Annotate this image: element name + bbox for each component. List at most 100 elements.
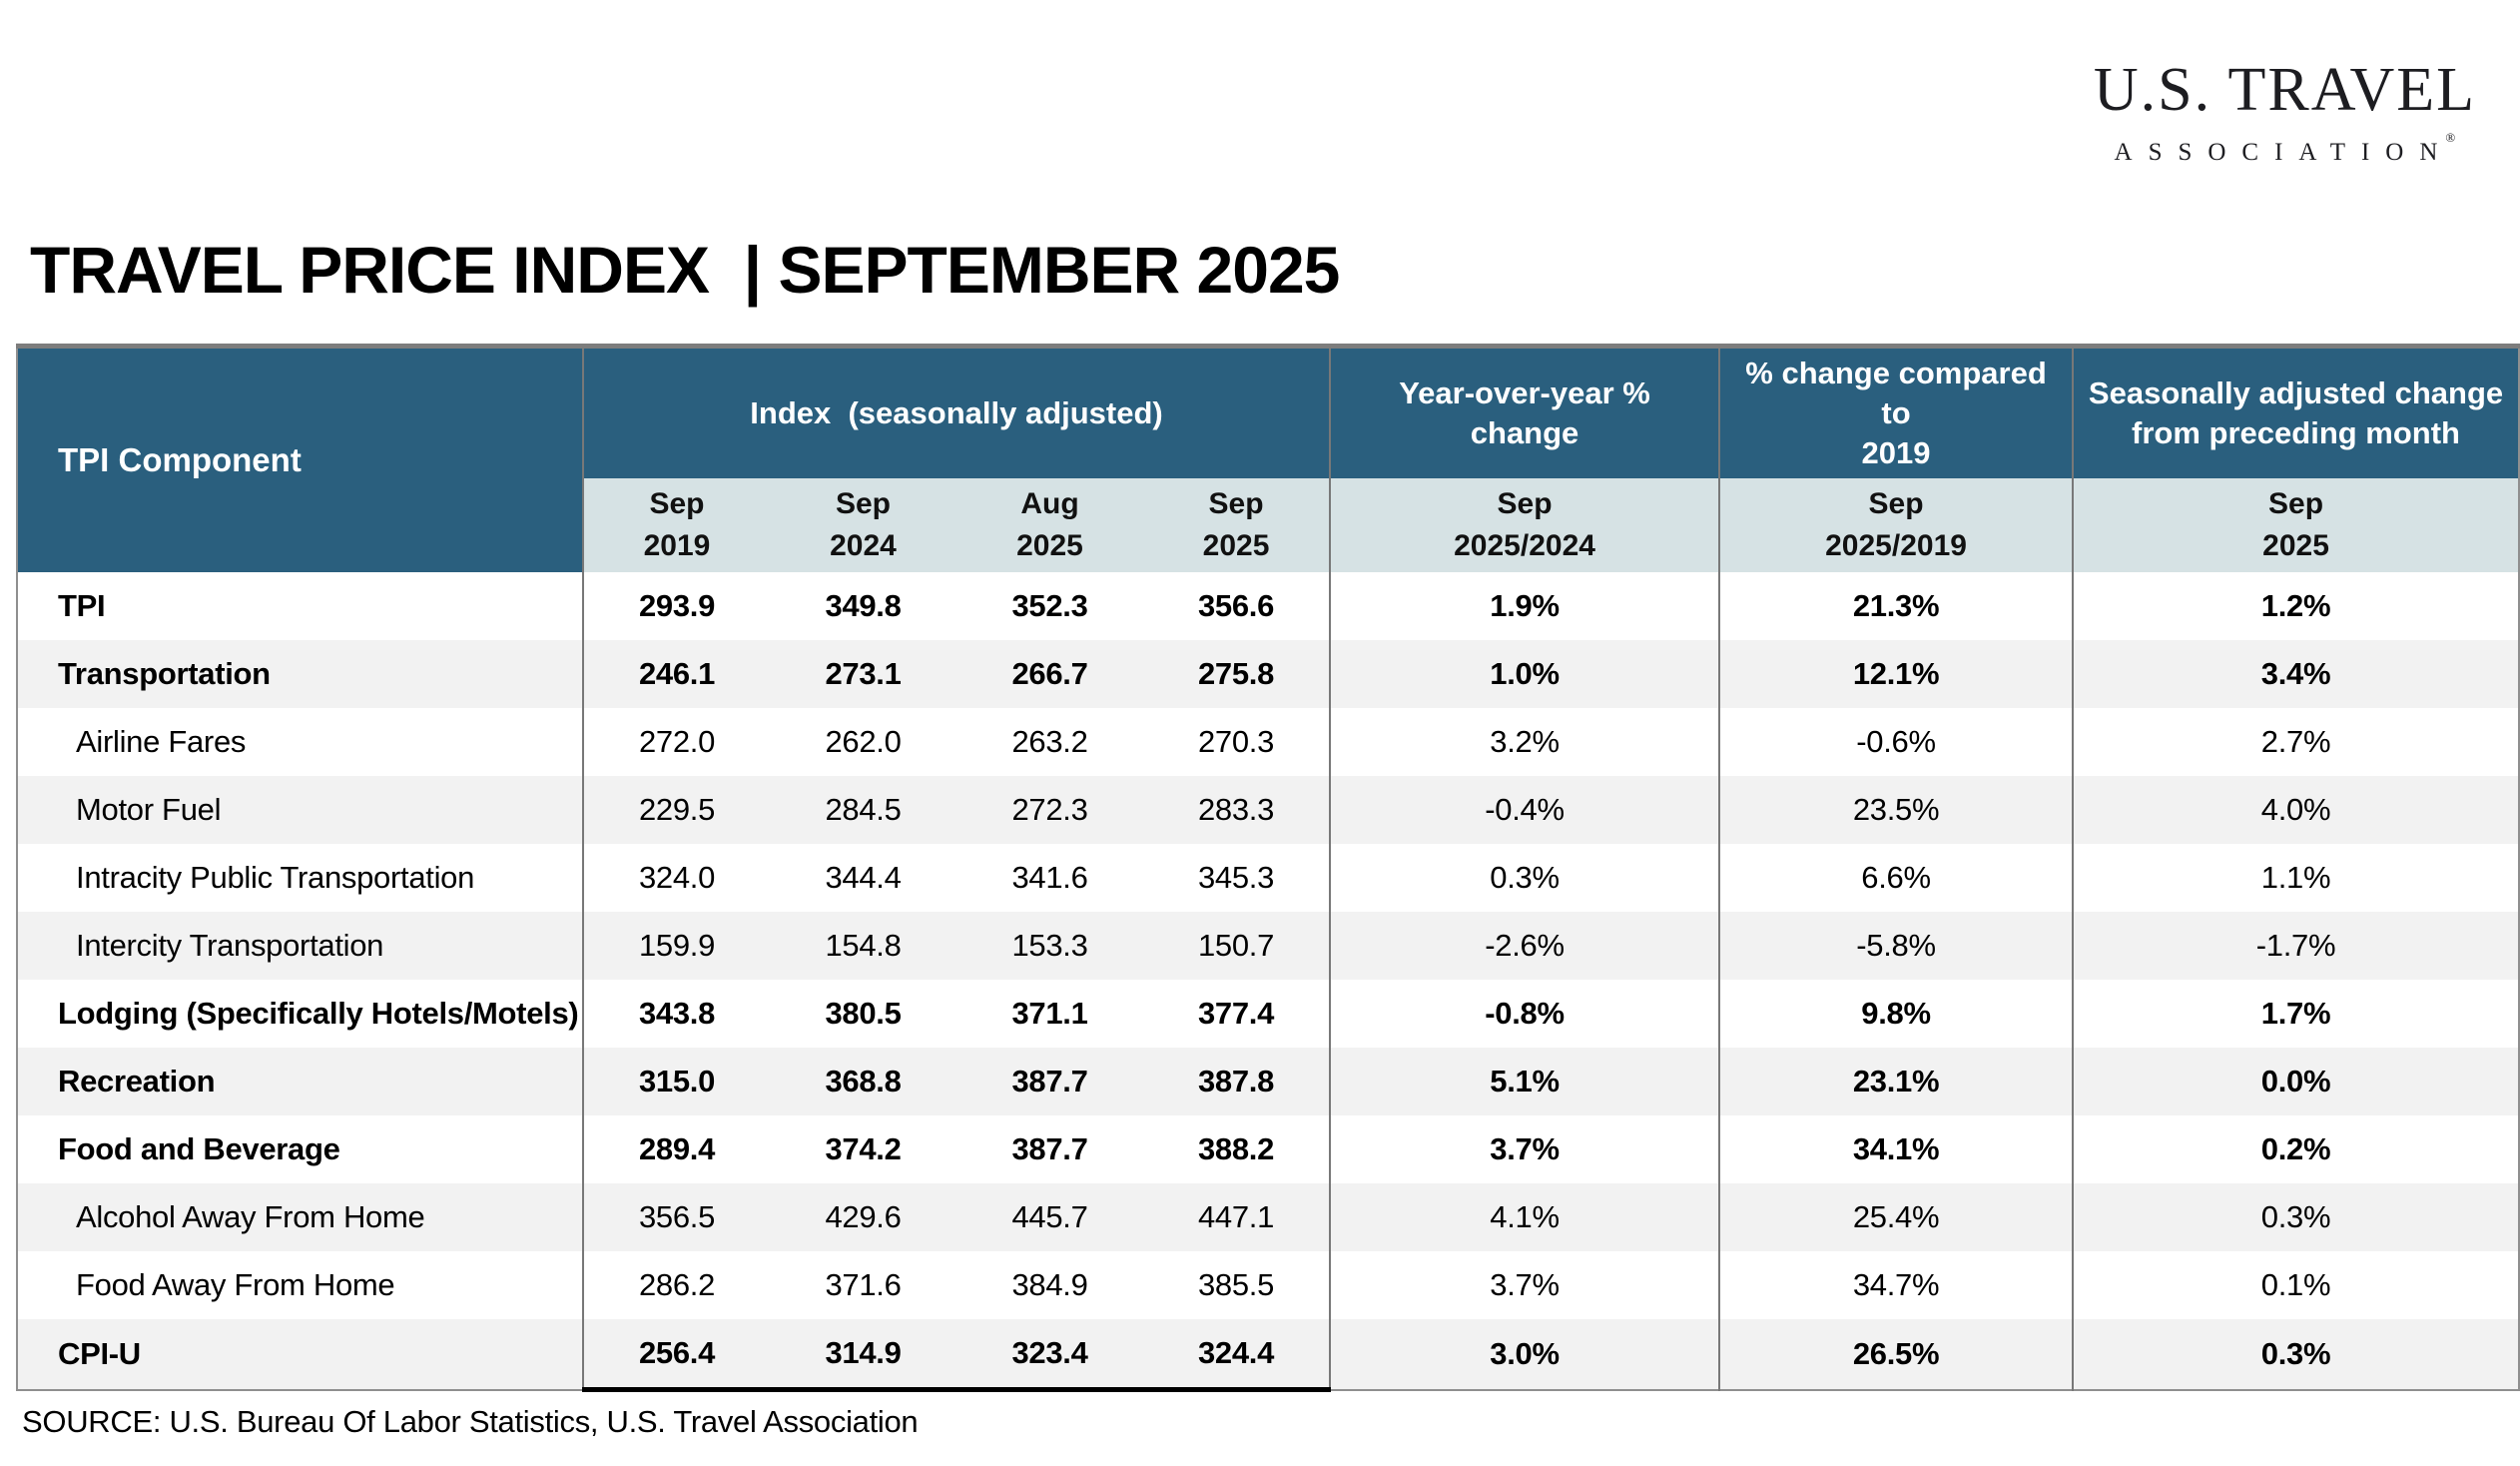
table-row: Recreation 315.0 368.8 387.7 387.8 5.1% 23.1% 0… bbox=[17, 1048, 2520, 1115]
table-row: Motor Fuel 229.5 284.5 272.3 283.3 -0.4% 23.5%… bbox=[17, 776, 2520, 844]
column-subheader: Sep 2025/2024 bbox=[1330, 478, 1721, 572]
cell-value: 262.0 bbox=[825, 724, 902, 759]
cell-value: 0.2% bbox=[2260, 1131, 2331, 1166]
cell-value: 4.1% bbox=[1330, 1183, 1721, 1251]
column-group-header: Year-over-year % change bbox=[1330, 346, 1721, 478]
column-subheader: Sep 2025/2019 bbox=[1719, 478, 2075, 572]
cell-value: 374.2 bbox=[825, 1131, 902, 1166]
cell-value: 371.6 bbox=[825, 1267, 902, 1302]
column-subheader-line: 2025 bbox=[2262, 529, 2329, 562]
tpi-table: TPI Component Index (seasonally adjusted)… bbox=[16, 344, 2520, 1392]
table-row: Food and Beverage 289.4 374.2 387.7 388.2 3.7… bbox=[17, 1115, 2519, 1183]
cell-value: 266.7 bbox=[1011, 656, 1088, 691]
cell-value: 349.8 bbox=[825, 588, 902, 623]
cell-value: 384.9 bbox=[1011, 1267, 1088, 1302]
table-row: Intercity Transportation 159.9 154.8 153.3 1… bbox=[17, 912, 2520, 980]
us-travel-association-logo: U.S. TRAVEL ASSOCIATION® bbox=[2094, 58, 2476, 167]
cell-value: 3.7% bbox=[1330, 1251, 1721, 1319]
cell-value: 1.0% bbox=[1330, 640, 1721, 708]
cell-value: 315.0 bbox=[638, 1064, 716, 1099]
cell-value: 0.1% bbox=[2260, 1267, 2331, 1302]
column-subheader-line: Sep bbox=[649, 487, 705, 520]
cell-value: 12.1% bbox=[1719, 640, 2075, 708]
column-group-header: Seasonally adjusted change from precedin… bbox=[2073, 346, 2520, 478]
column-header-tpi-component: TPI Component bbox=[17, 346, 584, 572]
column-group-label: Year-over-year % change bbox=[1399, 375, 1659, 450]
cell-value: 286.2 bbox=[638, 1267, 716, 1302]
column-subheader: Sep 2024 bbox=[770, 478, 956, 572]
header-group-row: TPI Component Index (seasonally adjusted)… bbox=[17, 346, 2520, 572]
column-subheader-line: 2024 bbox=[830, 529, 897, 562]
cell-value: 356.6 bbox=[1143, 572, 1332, 640]
column-subheader-line: 2019 bbox=[643, 529, 711, 562]
column-subheader-line: 2025/2024 bbox=[1454, 529, 1595, 562]
cell-value: 23.5% bbox=[1719, 776, 2075, 844]
cell-value: 256.4 bbox=[583, 1319, 770, 1392]
cell-value: 388.2 bbox=[1143, 1115, 1332, 1183]
cell-value: 293.9 bbox=[638, 588, 716, 623]
column-subheader: Sep 2025 bbox=[1143, 478, 1332, 572]
column-subheader: Sep 2025 bbox=[2073, 478, 2520, 572]
row-label: Intercity Transportation bbox=[17, 912, 584, 980]
cell-value: 314.9 bbox=[770, 1319, 956, 1392]
registered-trademark-icon: ® bbox=[2445, 130, 2456, 145]
cell-value: 344.4 bbox=[825, 860, 902, 895]
cell-value: 34.7% bbox=[1719, 1251, 2075, 1319]
cell-value: 2.7% bbox=[2260, 724, 2331, 759]
cell-value: -0.4% bbox=[1330, 776, 1721, 844]
column-subheader: Sep 2019 bbox=[583, 478, 770, 572]
cell-value: 1.1% bbox=[2260, 860, 2331, 895]
cell-value: 1.9% bbox=[1330, 572, 1721, 640]
cell-value: 34.1% bbox=[1719, 1115, 2075, 1183]
cell-value: 385.5 bbox=[1143, 1251, 1332, 1319]
cell-value: 0.3% bbox=[2260, 1335, 2331, 1371]
cell-value: 26.5% bbox=[1719, 1319, 2075, 1390]
cell-value: 387.7 bbox=[1011, 1064, 1088, 1099]
header-sub-row: Sep 2019 Sep 2024 Aug 2025 Sep 2025 Sep 2025/2024… bbox=[17, 478, 2520, 572]
cell-value: 0.3% bbox=[2260, 1199, 2331, 1234]
table-header: TPI Component Index (seasonally adjusted)… bbox=[17, 346, 2520, 572]
row-label: Motor Fuel bbox=[17, 776, 584, 844]
cell-value: -0.6% bbox=[1719, 708, 2075, 776]
cell-value: 447.1 bbox=[1143, 1183, 1332, 1251]
table-row: Transportation 246.1 273.1 266.7 275.8 1.0% 12… bbox=[17, 640, 2520, 708]
cell-value: 246.1 bbox=[638, 656, 716, 691]
cell-value: 1.2% bbox=[2260, 588, 2331, 623]
cell-value: 272.3 bbox=[1011, 792, 1088, 827]
cell-value: 275.8 bbox=[1143, 640, 1332, 708]
cell-value: 0.0% bbox=[2260, 1064, 2331, 1099]
cell-value: 5.1% bbox=[1330, 1048, 1721, 1115]
cell-value: 150.7 bbox=[1143, 912, 1332, 980]
row-label: Intracity Public Transportation bbox=[17, 844, 584, 912]
cell-value: 3.2% bbox=[1330, 708, 1721, 776]
cell-value: 3.0% bbox=[1330, 1319, 1721, 1390]
cell-value: 352.3 bbox=[1011, 588, 1088, 623]
cell-value: 387.8 bbox=[1143, 1048, 1332, 1115]
table-body: TPI 293.9 349.8 352.3 356.6 1.9% 21.3% 1.2% Tran… bbox=[17, 572, 2520, 1392]
cell-value: 1.7% bbox=[2260, 996, 2331, 1031]
logo-subtitle: ASSOCIATION® bbox=[2094, 130, 2476, 167]
cell-value: 159.9 bbox=[638, 928, 716, 963]
cell-value: 341.6 bbox=[1011, 860, 1088, 895]
row-label: TPI bbox=[17, 572, 584, 640]
cell-value: 229.5 bbox=[638, 792, 716, 827]
row-label: Transportation bbox=[17, 640, 584, 708]
column-subheader-line: Sep bbox=[2268, 487, 2324, 520]
source-note: SOURCE: U.S. Bureau Of Labor Statistics,… bbox=[22, 1404, 919, 1439]
column-group-label: Index (seasonally adjusted) bbox=[750, 395, 1163, 430]
row-label: Airline Fares bbox=[17, 708, 584, 776]
cell-value: 289.4 bbox=[638, 1131, 716, 1166]
cell-value: 345.3 bbox=[1143, 844, 1332, 912]
column-subheader-line: 2025 bbox=[1016, 529, 1083, 562]
column-subheader-line: Sep bbox=[1497, 487, 1553, 520]
cell-value: -2.6% bbox=[1330, 912, 1721, 980]
cell-value: 263.2 bbox=[1011, 724, 1088, 759]
cell-value: 0.3% bbox=[1330, 844, 1721, 912]
column-subheader-line: Sep bbox=[1868, 487, 1924, 520]
column-group-header: Index (seasonally adjusted) bbox=[583, 346, 1332, 478]
cell-value: 9.8% bbox=[1719, 980, 2075, 1048]
column-subheader-line: Sep bbox=[1208, 487, 1264, 520]
column-group-header: % change compared to 2019 bbox=[1719, 346, 2075, 478]
cell-value: 3.4% bbox=[2260, 656, 2331, 691]
